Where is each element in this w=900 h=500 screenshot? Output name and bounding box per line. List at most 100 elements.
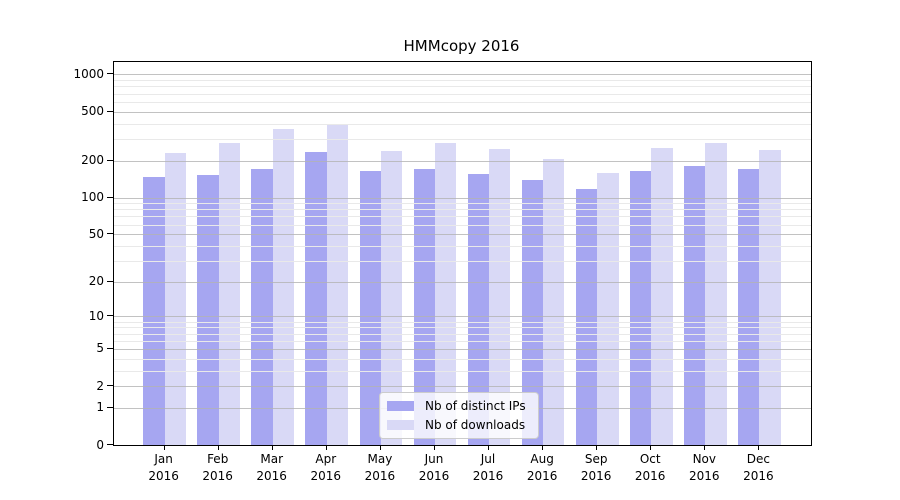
- bar-downloads-oct: [651, 147, 673, 445]
- y-tick-label: 20: [88, 274, 104, 289]
- x-tick-month: Nov: [692, 452, 716, 466]
- bar-downloads-feb: [218, 142, 241, 445]
- x-tick-mark: [325, 445, 327, 450]
- x-tick-month: Dec: [746, 452, 770, 466]
- x-tick-year: 2016: [526, 469, 558, 483]
- x-tick-year: 2016: [148, 469, 179, 483]
- x-tick-year: 2016: [743, 469, 774, 483]
- bar-distinct-ips-nov: [683, 166, 706, 445]
- bar-downloads-aug: [543, 158, 565, 445]
- y-tick-mark: [107, 159, 113, 161]
- major-gridline: [114, 160, 811, 162]
- y-tick-mark: [107, 110, 113, 112]
- x-tick-month: Feb: [207, 452, 229, 466]
- minor-gridline: [114, 123, 811, 125]
- legend-swatch-distinct-ips: [387, 401, 414, 411]
- legend-item-distinct-ips: Nb of distinct IPs: [387, 399, 526, 413]
- x-tick-month: Oct: [639, 452, 661, 466]
- y-tick-label: 200: [81, 153, 104, 168]
- minor-gridline: [114, 203, 811, 205]
- legend: Nb of distinct IPs Nb of downloads: [379, 392, 539, 439]
- major-gridline: [114, 386, 811, 388]
- x-tick-mark: [379, 445, 381, 450]
- minor-gridline: [114, 358, 811, 360]
- y-tick-mark: [107, 280, 113, 282]
- x-tick-mark: [488, 445, 489, 450]
- legend-label-downloads: Nb of downloads: [425, 418, 526, 432]
- bar-distinct-ips-mar: [251, 168, 273, 445]
- x-tick-month: Sep: [584, 452, 608, 466]
- bar-downloads-nov: [705, 143, 727, 445]
- minor-gridline: [114, 321, 811, 323]
- x-tick-label: Jul 2016: [456, 451, 520, 485]
- x-tick-year: 2016: [634, 469, 666, 483]
- bar-downloads-jan: [164, 152, 186, 445]
- minor-gridline: [114, 245, 811, 247]
- bar-distinct-ips-dec: [738, 169, 760, 445]
- y-tick-label: 10: [88, 308, 104, 323]
- major-gridline: [114, 348, 811, 350]
- x-tick-label: Feb 2016: [186, 451, 250, 485]
- x-tick-label: Dec 2016: [726, 451, 790, 485]
- x-tick-year: 2016: [310, 469, 342, 483]
- major-gridline: [114, 316, 811, 318]
- bar-downloads-jun: [435, 142, 457, 445]
- x-tick-label: May 2016: [348, 451, 412, 485]
- x-tick-month: May: [367, 452, 393, 466]
- x-tick-month: Aug: [530, 452, 554, 466]
- x-tick-mark: [163, 445, 165, 450]
- x-tick-label: Sep 2016: [564, 451, 628, 485]
- plot-area: Nb of distinct IPs Nb of downloads: [113, 61, 812, 446]
- x-tick-month: Mar: [260, 452, 283, 466]
- x-tick-mark: [596, 445, 598, 450]
- legend-item-downloads: Nb of downloads: [387, 418, 526, 432]
- x-tick-month: Jan: [154, 452, 173, 466]
- bar-downloads-mar: [272, 129, 295, 445]
- y-tick-label: 2: [96, 378, 104, 393]
- bar-distinct-ips-jan: [143, 177, 165, 445]
- y-tick-label: 100: [81, 189, 104, 204]
- x-tick-label: Oct 2016: [618, 451, 682, 485]
- x-tick-label: Apr 2016: [294, 451, 358, 485]
- major-gridline: [114, 74, 811, 76]
- bar-downloads-dec: [759, 149, 781, 445]
- y-tick-mark: [107, 196, 113, 198]
- y-tick-mark: [107, 347, 113, 349]
- bar-distinct-ips-jul: [467, 173, 489, 445]
- y-tick-label: 50: [88, 226, 104, 241]
- major-gridline: [114, 281, 811, 283]
- minor-gridline: [114, 138, 811, 140]
- minor-gridline: [114, 340, 811, 342]
- major-gridline: [114, 111, 811, 113]
- minor-gridline: [114, 260, 811, 262]
- x-tick-mark: [434, 445, 435, 450]
- x-tick-year: 2016: [689, 469, 720, 483]
- y-tick-mark: [107, 444, 113, 445]
- x-tick-year: 2016: [472, 469, 504, 483]
- minor-gridline: [114, 93, 811, 95]
- x-tick-mark: [704, 445, 706, 450]
- legend-label-distinct-ips: Nb of distinct IPs: [425, 399, 526, 413]
- minor-gridline: [114, 209, 811, 211]
- x-tick-mark: [271, 445, 273, 450]
- x-tick-label: Jun 2016: [402, 451, 466, 485]
- x-tick-label: Nov 2016: [672, 451, 736, 485]
- major-gridline: [114, 234, 811, 236]
- minor-gridline: [114, 80, 811, 82]
- minor-gridline: [114, 224, 811, 226]
- bar-distinct-ips-oct: [629, 171, 652, 445]
- legend-swatch-downloads: [387, 420, 414, 430]
- x-tick-year: 2016: [580, 469, 612, 483]
- x-tick-mark: [542, 445, 544, 450]
- y-tick-label: 1000: [73, 66, 104, 81]
- bar-distinct-ips-apr: [305, 151, 327, 445]
- x-tick-year: 2016: [202, 469, 233, 483]
- chart-title: HMMcopy 2016: [403, 37, 520, 55]
- bar-distinct-ips-jun: [413, 168, 435, 445]
- x-tick-year: 2016: [364, 469, 396, 483]
- y-tick-label: 5: [96, 341, 104, 356]
- x-tick-year: 2016: [418, 469, 450, 483]
- minor-gridline: [114, 333, 811, 335]
- y-tick-label: 1: [96, 400, 104, 415]
- y-tick-mark: [107, 385, 113, 387]
